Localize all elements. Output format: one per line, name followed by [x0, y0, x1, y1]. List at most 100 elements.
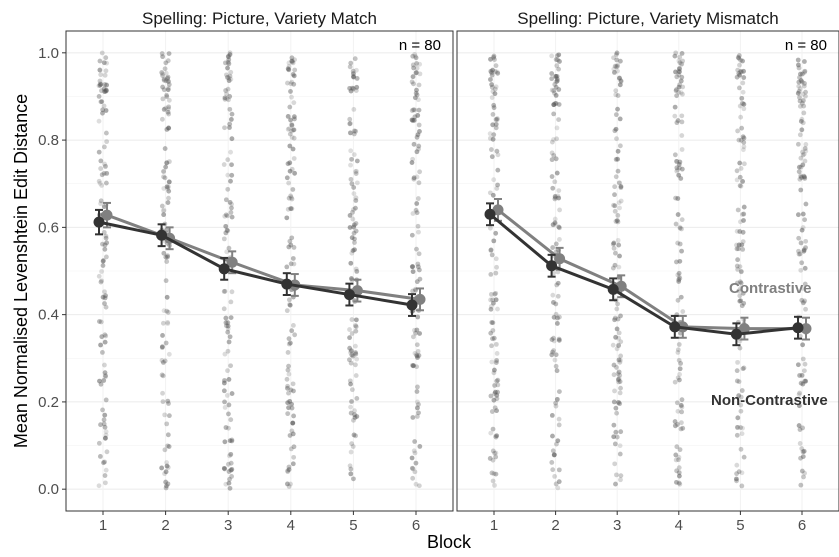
- raw-point: [349, 250, 355, 256]
- raw-point: [291, 100, 297, 106]
- raw-point: [740, 290, 746, 296]
- raw-point: [412, 439, 418, 444]
- raw-point: [735, 267, 741, 272]
- raw-point: [613, 250, 618, 256]
- raw-point: [410, 74, 416, 80]
- raw-point: [103, 373, 108, 379]
- raw-point: [166, 104, 172, 110]
- raw-point: [613, 218, 619, 224]
- raw-point: [616, 377, 621, 382]
- raw-point: [734, 476, 739, 482]
- raw-point: [616, 264, 622, 270]
- raw-point: [163, 278, 169, 284]
- raw-point: [349, 156, 354, 162]
- raw-point: [611, 362, 617, 368]
- raw-point: [101, 230, 107, 235]
- raw-point: [102, 339, 108, 345]
- raw-point: [102, 88, 108, 94]
- raw-point: [97, 378, 102, 384]
- raw-point: [162, 175, 168, 181]
- raw-point: [411, 81, 416, 87]
- raw-point: [795, 90, 801, 96]
- raw-point: [353, 67, 359, 73]
- raw-point: [678, 294, 684, 300]
- raw-point: [551, 300, 556, 305]
- raw-point: [290, 256, 296, 261]
- raw-point: [103, 333, 109, 339]
- raw-point: [164, 160, 169, 166]
- raw-point: [354, 396, 360, 401]
- raw-point: [289, 122, 295, 128]
- raw-point: [612, 192, 617, 198]
- raw-point: [735, 128, 741, 134]
- raw-point: [551, 338, 557, 344]
- raw-point: [100, 258, 106, 264]
- raw-point: [347, 85, 353, 91]
- raw-point: [679, 166, 685, 172]
- raw-point: [672, 113, 678, 119]
- raw-point: [796, 164, 802, 170]
- raw-point: [286, 390, 291, 396]
- raw-point: [489, 95, 495, 100]
- raw-point: [803, 378, 809, 384]
- raw-point: [679, 50, 685, 56]
- raw-point: [416, 143, 422, 149]
- raw-point: [493, 450, 499, 456]
- raw-point: [493, 270, 499, 276]
- raw-point: [410, 269, 416, 275]
- y-axis-title: Mean Normalised Levenshtein Edit Distanc…: [11, 94, 31, 448]
- raw-point: [98, 99, 104, 105]
- raw-point: [226, 57, 232, 63]
- raw-point: [409, 108, 415, 113]
- raw-point: [677, 481, 683, 487]
- raw-point: [615, 168, 621, 174]
- raw-point: [96, 273, 102, 279]
- raw-point: [161, 76, 167, 82]
- raw-point: [802, 174, 807, 180]
- raw-point: [288, 446, 294, 452]
- n-label: n = 80: [399, 37, 441, 54]
- raw-point: [611, 399, 617, 405]
- raw-point: [160, 71, 165, 77]
- raw-point: [165, 58, 171, 64]
- raw-point: [165, 443, 170, 449]
- raw-point: [493, 125, 499, 131]
- raw-point: [799, 372, 805, 378]
- raw-point: [227, 73, 233, 79]
- raw-point: [226, 402, 232, 408]
- raw-point: [740, 425, 745, 431]
- raw-point: [491, 397, 497, 403]
- raw-point: [488, 225, 493, 231]
- raw-point: [617, 401, 623, 407]
- raw-point: [797, 390, 802, 396]
- raw-point: [159, 116, 165, 122]
- raw-point: [225, 186, 231, 192]
- raw-point: [798, 173, 804, 179]
- raw-point: [618, 78, 624, 84]
- raw-point: [100, 263, 106, 268]
- raw-point: [162, 358, 168, 364]
- raw-point: [289, 328, 295, 334]
- raw-point: [286, 126, 292, 132]
- raw-point: [734, 246, 740, 252]
- raw-point: [227, 52, 233, 57]
- raw-point: [347, 116, 353, 122]
- raw-point: [164, 308, 170, 314]
- raw-point: [490, 478, 496, 484]
- raw-point: [675, 196, 681, 201]
- raw-point: [488, 56, 493, 62]
- raw-point: [494, 396, 500, 402]
- raw-point: [488, 147, 494, 152]
- raw-point: [223, 315, 229, 321]
- raw-point: [737, 293, 743, 299]
- raw-point: [96, 118, 102, 124]
- raw-point: [556, 102, 562, 107]
- raw-point: [490, 297, 496, 303]
- raw-point: [678, 90, 684, 95]
- raw-point: [741, 68, 746, 74]
- raw-point: [676, 84, 682, 90]
- raw-point: [618, 385, 623, 391]
- raw-point: [672, 104, 678, 110]
- raw-point: [612, 388, 617, 394]
